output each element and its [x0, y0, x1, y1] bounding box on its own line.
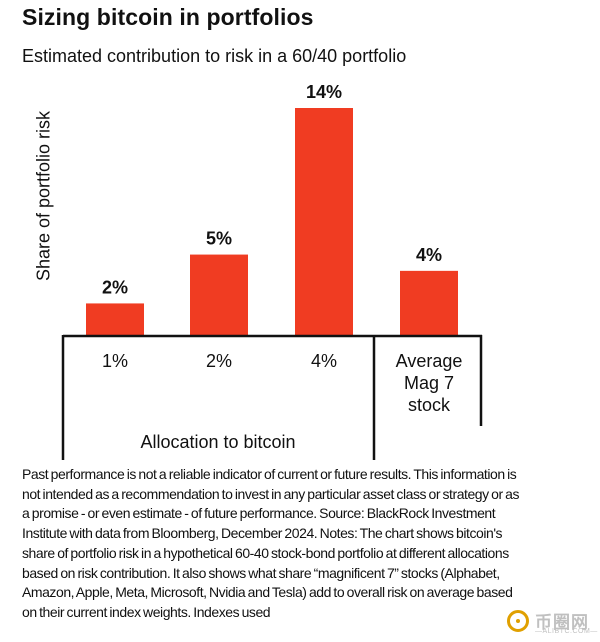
data-label-3: 4%: [416, 245, 442, 265]
watermark-text: 币圈网: [535, 613, 589, 632]
bar-1: [190, 254, 248, 336]
tick-label-line: 4%: [311, 351, 337, 371]
chart-subtitle: Estimated contribution to risk in a 60/4…: [22, 46, 407, 66]
tick-label-2: 4%: [311, 351, 337, 371]
data-label-1: 5%: [206, 229, 232, 249]
x-axis-label: Allocation to bitcoin: [140, 432, 295, 452]
tick-label-line: 1%: [102, 351, 128, 371]
bars-group: [86, 108, 458, 336]
watermark-logo-icon: [507, 610, 529, 632]
bar-3: [400, 270, 458, 336]
chart-title: Sizing bitcoin in portfolios: [22, 4, 314, 30]
tick-label-0: 1%: [102, 351, 128, 371]
watermark-subtext: —ALIBTC.COM—: [535, 628, 598, 635]
bar-chart: 2% 5% 14% 4% 1% 2% 4% Average Mag 7 stock Allocati…: [61, 82, 483, 460]
tick-label-1: 2%: [206, 351, 232, 371]
tick-label-line: Average: [396, 351, 463, 371]
labels-group: 2% 5% 14% 4% 1% 2% 4% Average Mag 7 stock Allocati…: [102, 82, 462, 452]
data-label-0: 2%: [102, 277, 128, 297]
tick-label-line: stock: [408, 395, 451, 415]
tick-label-line: Mag 7: [404, 373, 454, 393]
axes-group: [61, 334, 483, 460]
bar-2: [295, 108, 353, 336]
tick-label-3: Average Mag 7 stock: [396, 351, 463, 415]
data-label-2: 14%: [306, 82, 342, 102]
bar-0: [86, 303, 144, 336]
footnote: Past performance is not a reliable indic…: [22, 466, 520, 620]
watermark: 币圈网 —ALIBTC.COM—: [503, 604, 600, 642]
tick-label-line: 2%: [206, 351, 232, 371]
